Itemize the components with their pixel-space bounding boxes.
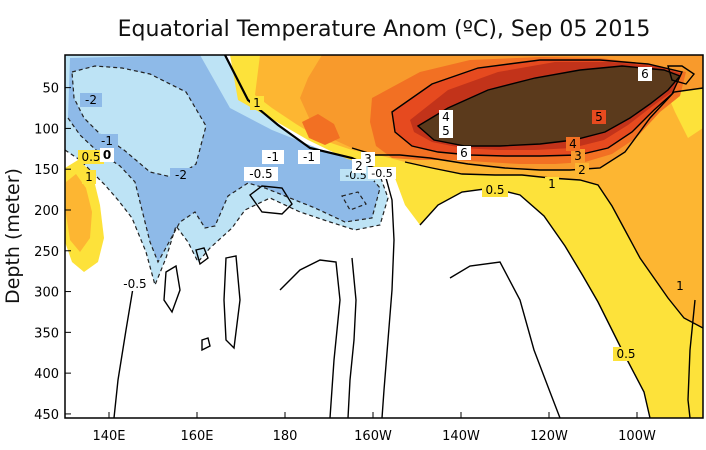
contour-zero-loop-a	[249, 185, 293, 215]
contour-label-text: -2	[175, 168, 187, 182]
contour-label: 6	[638, 67, 652, 81]
x-axis: 140E 160E 180 160W 140W 120W 100W	[92, 412, 656, 444]
contour-zero-lower-left	[279, 259, 341, 418]
contour-label: 1	[82, 170, 96, 184]
contour-label-text: -1	[267, 150, 279, 164]
contour-label-text: 0.5	[81, 150, 100, 164]
contour-label: -0.5	[368, 167, 396, 180]
contour-zero-east	[374, 171, 395, 418]
contour-label-text: 2	[355, 159, 363, 173]
neg-west-pocket	[72, 66, 206, 178]
y-tick-label: 400	[34, 367, 59, 382]
contour-neg-2-small	[341, 191, 367, 211]
contour-label: 1	[545, 177, 559, 191]
contour-label: 1	[673, 279, 687, 293]
contour-label-text: -0.5	[249, 167, 272, 181]
contour-label-text: 4	[569, 137, 577, 151]
y-tick-label: 350	[34, 326, 59, 341]
contour-label-text: 3	[574, 149, 582, 163]
contour-neg-05	[65, 149, 389, 287]
contour-label: -1	[262, 150, 284, 164]
contour-label-text: 0.5	[485, 183, 504, 197]
contour-label-text: 2	[578, 163, 586, 177]
contour-label: 3	[571, 149, 585, 163]
y-tick-label: 450	[34, 408, 59, 423]
contour-label: -2	[170, 168, 192, 182]
pos-west-edge-core	[66, 174, 92, 252]
x-tick-label: 120W	[530, 429, 568, 444]
contour-label-text: 5	[595, 110, 603, 124]
plot-area	[65, 55, 703, 418]
contour-zero-mid	[347, 257, 357, 418]
contour-zero-right-edge	[687, 299, 696, 418]
contour-label-text: -1	[303, 150, 315, 164]
contour-1-east	[404, 161, 703, 329]
y-tick-label: 300	[34, 286, 59, 301]
contour-label: -0.5	[244, 167, 278, 181]
contour-label-text: -0.5	[371, 167, 392, 180]
contour-label: 5	[592, 110, 606, 124]
x-tick-label: 100W	[618, 429, 656, 444]
contour-label: -1	[96, 134, 118, 148]
contour-label: 4	[566, 137, 580, 151]
contour-label: 2	[352, 159, 366, 173]
x-tick-label: 140W	[442, 429, 480, 444]
contour-label-text: -1	[101, 134, 113, 148]
contour-label: 2	[575, 163, 589, 177]
plot-frame	[64, 54, 704, 419]
contour-label: 0.5	[482, 183, 508, 197]
y-tick-label: 150	[34, 163, 59, 178]
contour-label: 0.5	[78, 150, 104, 164]
y-tick-label: 50	[42, 82, 59, 97]
contour-label-text: 0.5	[616, 347, 635, 361]
x-tick-label: 160E	[180, 429, 213, 444]
contour-zero-loop-b	[223, 255, 241, 350]
contour-label: -0.5	[118, 277, 152, 291]
contour-label-text: 6	[460, 146, 468, 160]
x-tick-label: 140E	[92, 429, 125, 444]
contour-label-text: 4	[442, 110, 450, 124]
y-tick-label: 200	[34, 204, 59, 219]
x-tick-label: 160W	[354, 429, 392, 444]
y-axis-label: Depth (meter)	[2, 168, 24, 304]
contour-zero-lower	[449, 261, 561, 418]
contour-zero-loop-c	[195, 247, 209, 266]
contour-label: 0	[100, 148, 114, 162]
contour-label: 6	[457, 146, 471, 160]
contour-label: 4	[439, 110, 453, 124]
contour-label-text: 1	[548, 177, 556, 191]
pos-small-patch-a	[302, 114, 340, 145]
contour-label: -2	[80, 93, 102, 107]
contour-4	[391, 59, 683, 157]
contour-6	[416, 65, 682, 147]
chart-title: Equatorial Temperature Anom (ºC), Sep 05…	[118, 17, 651, 42]
y-tick-label: 250	[34, 245, 59, 260]
contour-label-text: -0.5	[123, 277, 146, 291]
contour-zero-right-loop	[667, 65, 696, 85]
contour-label-text: 1	[676, 279, 684, 293]
contour-label: -1	[298, 150, 320, 164]
contour-label: 5	[439, 124, 453, 138]
contour-zero-west	[113, 281, 135, 418]
contour-label-text: 0	[103, 148, 111, 162]
contour-zero-loop-d	[163, 264, 181, 314]
contour-label: 1	[250, 96, 264, 110]
contour-label-text: 5	[442, 124, 450, 138]
x-tick-label: 180	[273, 429, 298, 444]
contour-label-text: 3	[364, 152, 372, 166]
contour-label: 0.5	[613, 347, 639, 361]
contour-2	[351, 87, 703, 171]
contour-label-text: -2	[85, 93, 97, 107]
contour-zero-loop-e	[201, 337, 211, 352]
contour-label-text: 1	[253, 96, 261, 110]
contour-labels: -2 -1 -2 -1 -1 -0.5 -0.5 -0.5 -0.5 0.5 1…	[78, 67, 687, 361]
contour-neg-1	[67, 117, 381, 264]
contour-lines	[113, 55, 703, 418]
contour-label-text: 6	[641, 67, 649, 81]
contour-label-text: 1	[85, 170, 93, 184]
y-tick-label: 100	[34, 122, 59, 137]
y-axis: 50 100 150 200 250 300 350 400 450	[34, 82, 71, 423]
